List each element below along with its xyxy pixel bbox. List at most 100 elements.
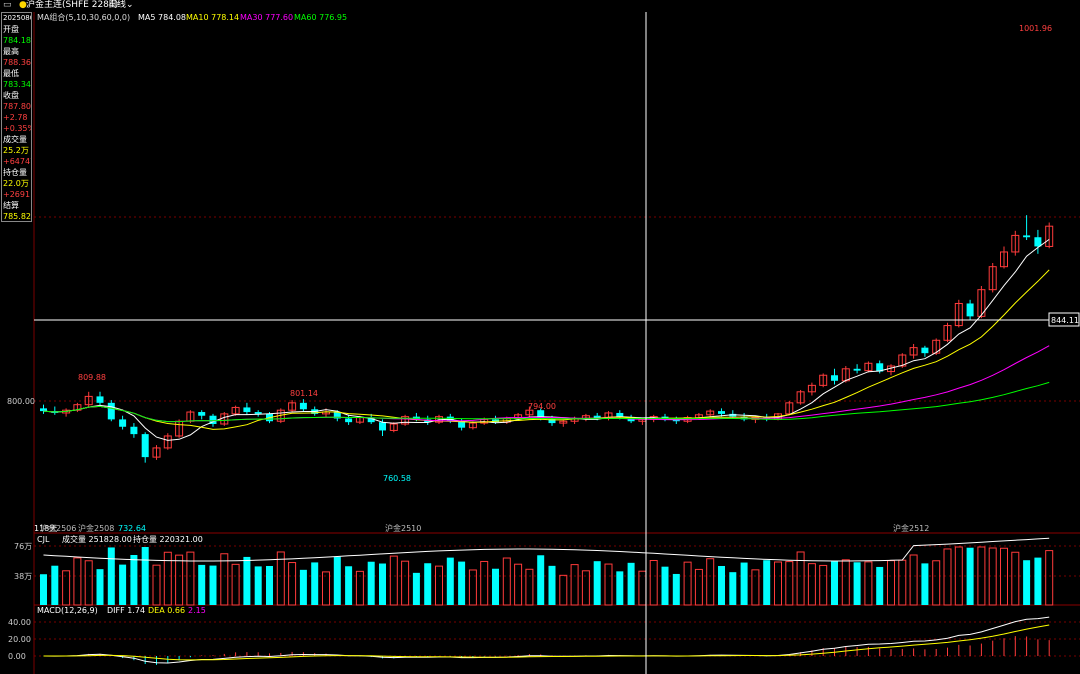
volume-bar (435, 565, 443, 606)
candle-body (672, 419, 680, 422)
volume-bar (898, 559, 907, 606)
volume-bar (40, 574, 47, 605)
candle-body (921, 347, 929, 354)
volume-bar (954, 546, 963, 606)
candle-body (876, 363, 884, 372)
volume-bar (593, 561, 601, 605)
volume-bar (51, 565, 59, 605)
volume-bar (921, 563, 929, 605)
volume-bar (152, 564, 161, 606)
macd-tick-0: 0.00 (8, 652, 26, 661)
info-close: 787.80 (3, 102, 31, 111)
candle-body (458, 421, 466, 428)
volume-bar (740, 562, 748, 605)
info-oi-change: +2691 (3, 190, 31, 199)
candle-body (819, 374, 828, 386)
volume-bar (389, 555, 398, 606)
candle-body (163, 435, 172, 449)
info-open-label: 开盘 (3, 25, 19, 34)
menu-icon[interactable]: ▭ (3, 0, 12, 10)
volume-bar (763, 560, 771, 605)
volume-bar (322, 571, 330, 606)
volume-bar (706, 558, 715, 606)
volume-bar (480, 560, 489, 606)
price-annotation: 794.00 (528, 402, 556, 411)
volume-bar (661, 566, 669, 605)
volume-bar (831, 561, 838, 605)
volume-tick-76: 76万 (14, 542, 32, 551)
macd-diff: DIFF 1.74 (107, 606, 145, 615)
ma-group-label[interactable]: MA组合(5,10,30,60,0,0) (37, 12, 130, 22)
volume-bar (751, 569, 760, 606)
candle-body (1034, 237, 1042, 247)
volume-bar (163, 551, 172, 606)
volume-bar (424, 563, 432, 605)
volume-bar (943, 548, 952, 606)
candle-body (616, 412, 624, 418)
volume-bar (785, 561, 794, 606)
candle-body (254, 412, 262, 414)
volume-bar (718, 565, 725, 605)
info-low: 783.34 (3, 80, 31, 89)
volume-bar (119, 564, 127, 605)
volume-bar (909, 554, 918, 606)
candle-body (209, 415, 217, 424)
volume-bar (276, 551, 285, 606)
candle-body (468, 422, 477, 429)
open-interest-total: 持仓量 220321.00 (133, 534, 203, 544)
candle-body (548, 418, 556, 424)
volume-bar (254, 566, 262, 605)
candle-body (367, 417, 375, 423)
candle-body (389, 423, 398, 431)
candle-body (785, 402, 794, 415)
volume-bar (175, 554, 184, 606)
candle-body (84, 395, 93, 406)
period-selector[interactable]: 日线⌄ (108, 0, 134, 11)
candle-body (966, 303, 974, 317)
candle-body (40, 408, 47, 412)
candle-body (288, 402, 297, 411)
volume-bar (73, 557, 82, 606)
ma30-legend: MA30 777.60 (240, 13, 293, 22)
volume-bar (887, 560, 895, 606)
volume-bar (796, 551, 805, 606)
macd-dea: DEA 0.66 (148, 606, 185, 615)
volume-bar (672, 573, 680, 605)
cjl-indicator[interactable]: CJL (37, 535, 50, 544)
volume-bar (130, 554, 138, 605)
candle-body (345, 418, 353, 423)
volume-bar (468, 569, 477, 606)
crosshair-price: 844.11 (1051, 316, 1079, 325)
candle-body (831, 375, 838, 381)
volume-bar (412, 572, 420, 605)
macd-indicator[interactable]: MACD(12,26,9) (37, 606, 98, 615)
candle-body (954, 302, 963, 327)
volume-total: 成交量 251828.00 (62, 534, 132, 544)
contract-dot-icon: ● (19, 0, 27, 10)
volume-bar (819, 564, 828, 606)
candle-body (1000, 251, 1008, 268)
volume-bar (729, 572, 737, 605)
macd-dea-line (43, 624, 1050, 661)
volume-bar (616, 571, 624, 605)
volume-bar (627, 562, 635, 605)
volume-bar (1023, 560, 1031, 605)
candle-body (593, 415, 601, 419)
volume-bar (492, 568, 499, 605)
contract-title[interactable]: 沪金主连(SHFE 2284) (26, 0, 119, 10)
volume-bar (311, 562, 319, 605)
volume-bar (231, 563, 240, 606)
bottom-left-days: 118天 (34, 524, 57, 533)
volume-bar (559, 574, 568, 606)
info-high: 788.36 (3, 58, 31, 67)
volume-bar (141, 547, 149, 605)
volume-bar (932, 560, 941, 606)
volume-bar (649, 559, 658, 606)
volume-bar (876, 566, 884, 605)
crosshair-price-box (1048, 312, 1080, 327)
volume-bar (1011, 551, 1020, 606)
macd-value: 2.15 (188, 606, 206, 615)
candle-body (299, 402, 307, 410)
y-tick-800: 800.00 (7, 397, 35, 406)
